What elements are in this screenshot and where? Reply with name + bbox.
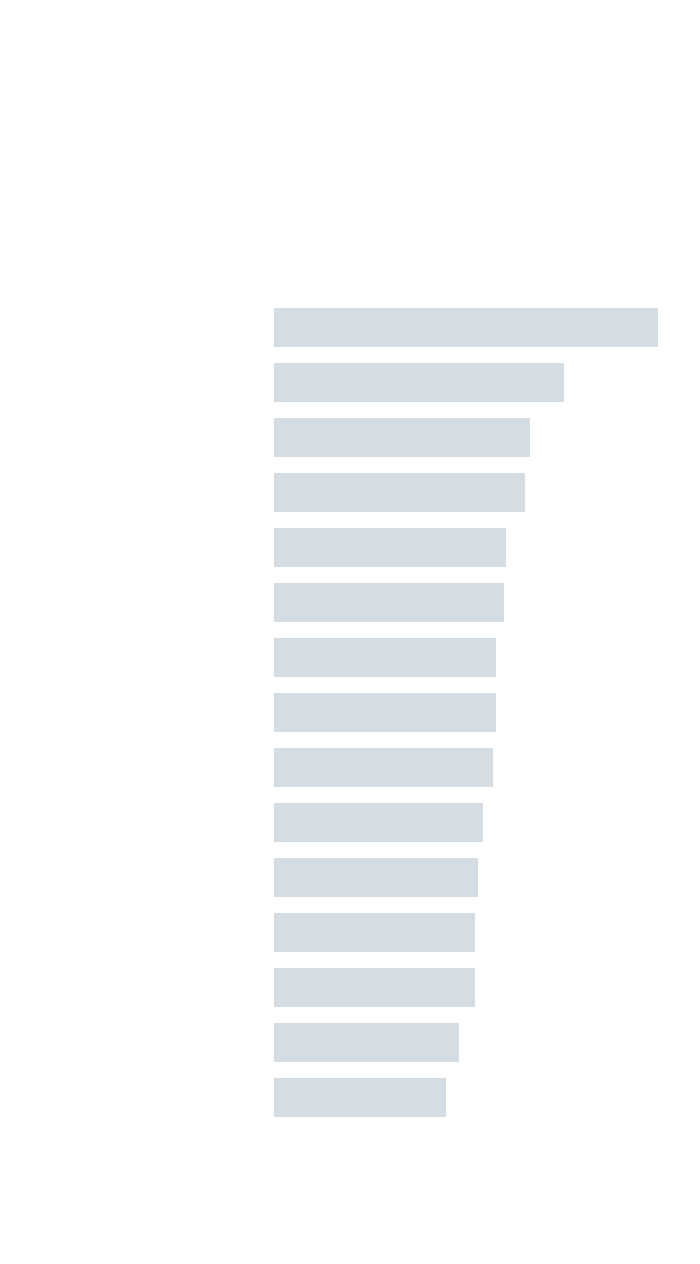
bar [274, 418, 530, 457]
bar [274, 1078, 446, 1117]
bar [274, 528, 506, 567]
bar [274, 363, 564, 402]
bar [274, 858, 478, 897]
bar [274, 693, 496, 732]
bar [274, 638, 496, 677]
bar [274, 473, 525, 512]
bar [274, 803, 483, 842]
bar [274, 308, 658, 347]
bar [274, 748, 493, 787]
bar [274, 913, 475, 952]
bar [274, 583, 504, 622]
bar [274, 968, 475, 1007]
bar [274, 1023, 459, 1062]
